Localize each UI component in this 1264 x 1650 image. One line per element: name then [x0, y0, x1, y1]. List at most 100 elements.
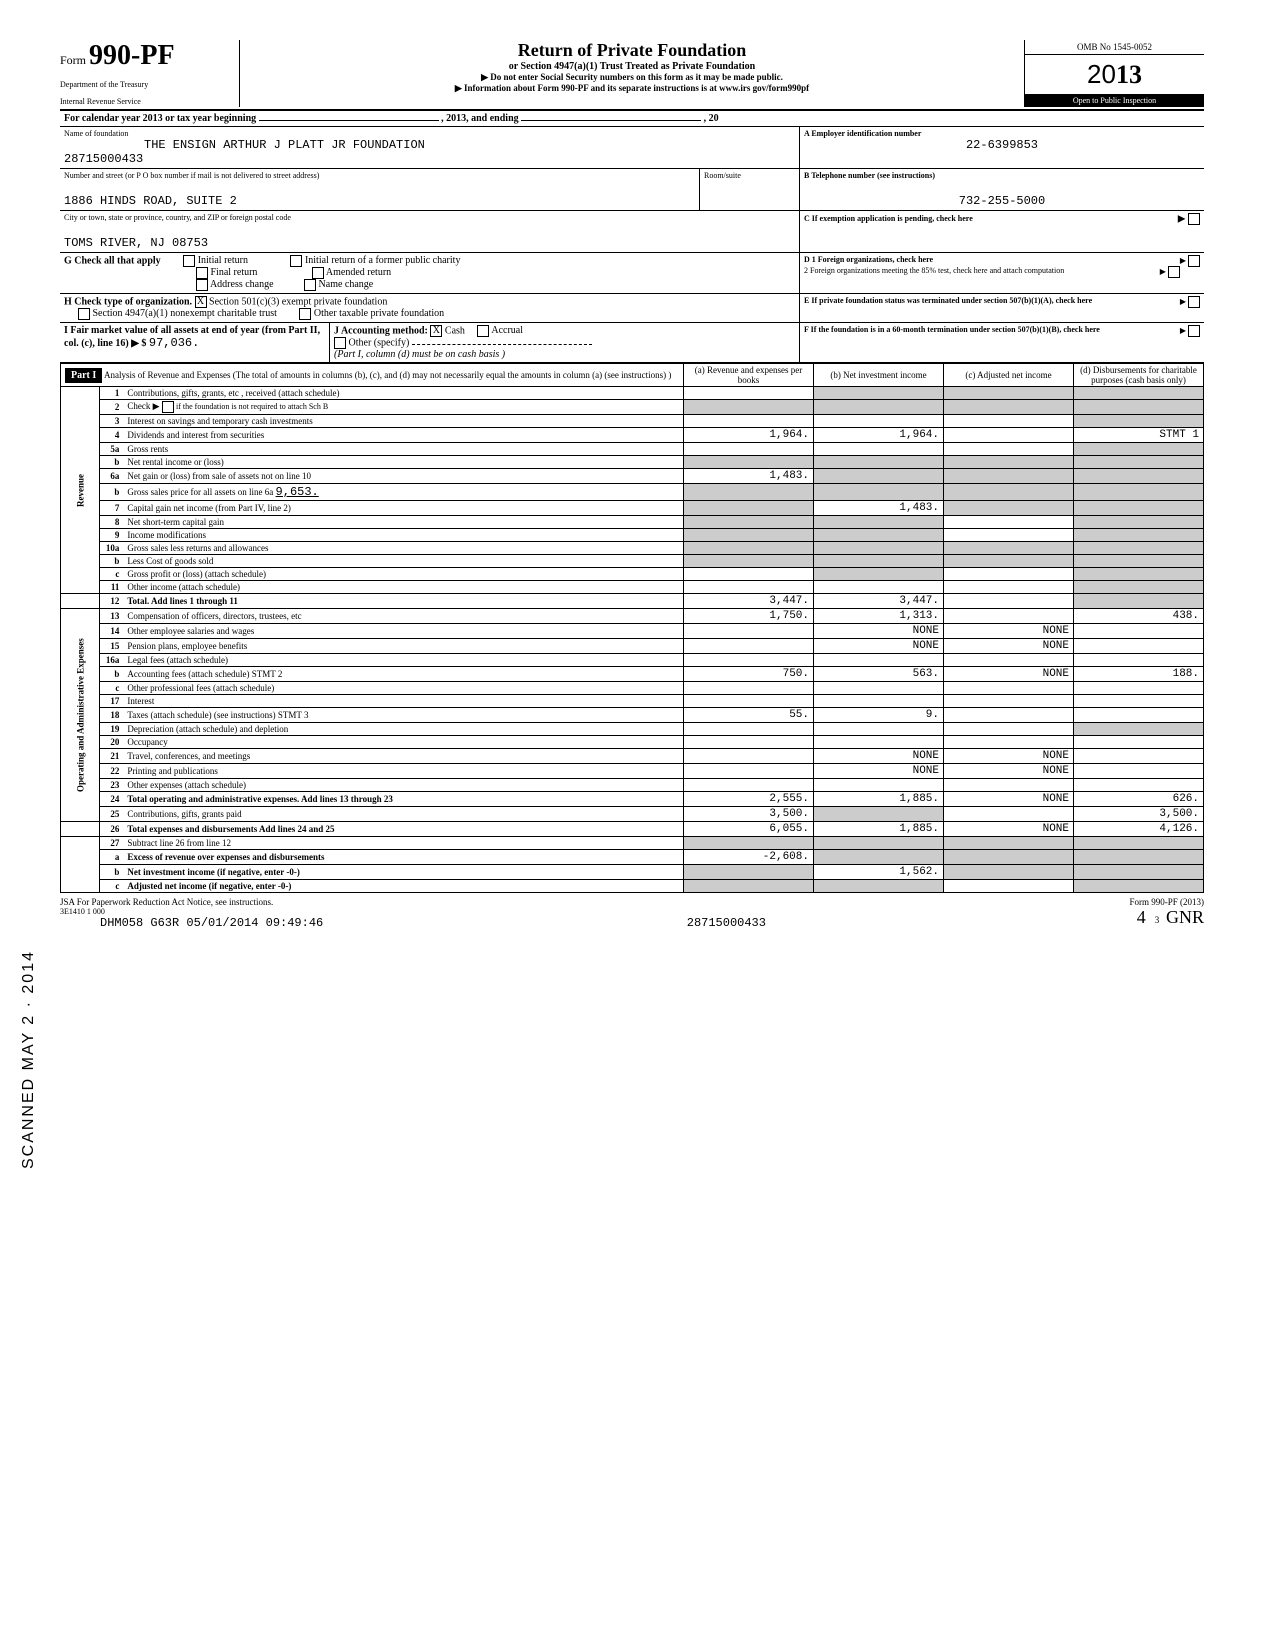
form-header: Form 990-PF Department of the Treasury I… — [60, 40, 1204, 111]
l15c: NONE — [944, 639, 1074, 654]
line-16c: Other professional fees (attach schedule… — [123, 682, 683, 695]
h2-checkbox[interactable] — [78, 308, 90, 320]
line-27b: Net investment income (if negative, ente… — [123, 865, 683, 880]
g-former-checkbox[interactable] — [290, 255, 302, 267]
line-16b: Accounting fees (attach schedule) STMT 2 — [123, 667, 683, 682]
h-row: H Check type of organization. X Section … — [60, 294, 1204, 323]
name-label: Name of foundation — [64, 129, 795, 138]
e-label: E If private foundation status was termi… — [804, 296, 1092, 305]
addr-label: Number and street (or P O box number if … — [64, 171, 695, 180]
j-other: Other (specify) — [349, 337, 410, 348]
j-other-checkbox[interactable] — [334, 337, 346, 349]
l26a: 6,055. — [684, 822, 814, 837]
c-checkbox[interactable] — [1188, 213, 1200, 225]
g-final: Final return — [211, 267, 258, 278]
h1-label: Section 501(c)(3) exempt private foundat… — [209, 296, 387, 307]
col-a-header: (a) Revenue and expenses per books — [684, 364, 814, 387]
i-row: I Fair market value of all assets at end… — [60, 323, 1204, 363]
line-1: Contributions, gifts, grants, etc , rece… — [123, 387, 683, 400]
line-10b: Less Cost of goods sold — [123, 555, 683, 568]
g-initial-checkbox[interactable] — [183, 255, 195, 267]
footer-page: 3 — [1155, 915, 1160, 925]
l16bb: 563. — [814, 667, 944, 682]
l16ba: 750. — [684, 667, 814, 682]
part1-title: Analysis of Revenue and Expenses (The to… — [104, 370, 671, 380]
l18a: 55. — [684, 708, 814, 723]
form-year-block: OMB No 1545-0052 2013 Open to Public Ins… — [1024, 40, 1204, 107]
form-note-2: ▶ Information about Form 990-PF and its … — [250, 83, 1014, 94]
g-name-checkbox[interactable] — [304, 279, 316, 291]
col-d-header: (d) Disbursements for charitable purpose… — [1074, 364, 1204, 387]
line-2b: if the foundation is not required to att… — [176, 402, 328, 411]
g-row: G Check all that apply Initial return In… — [60, 253, 1204, 294]
line-2-checkbox[interactable] — [162, 401, 174, 413]
d2-checkbox[interactable] — [1168, 266, 1180, 278]
line-19: Depreciation (attach schedule) and deple… — [123, 723, 683, 736]
line-25: Contributions, gifts, grants paid — [123, 807, 683, 822]
l24b: 1,885. — [814, 792, 944, 807]
inspection-notice: Open to Public Inspection — [1025, 94, 1204, 107]
f-label: F If the foundation is in a 60-month ter… — [804, 325, 1100, 334]
calendar-end: , 20 — [704, 113, 719, 124]
form-label: Form — [60, 53, 86, 67]
line-24: Total operating and administrative expen… — [123, 792, 683, 807]
city-label: City or town, state or province, country… — [64, 213, 795, 222]
d1-checkbox[interactable] — [1188, 255, 1200, 267]
line-18: Taxes (attach schedule) (see instruction… — [123, 708, 683, 723]
line-7: Capital gain net income (from Part IV, l… — [123, 501, 683, 516]
col-b-header: (b) Net investment income — [814, 364, 944, 387]
d1-label: D 1 Foreign organizations, check here — [804, 255, 933, 264]
l18b: 9. — [814, 708, 944, 723]
calendar-mid: , 2013, and ending — [441, 113, 519, 124]
footer-code: 3E1410 1 000 — [60, 907, 323, 916]
g-address-checkbox[interactable] — [196, 279, 208, 291]
g-final-checkbox[interactable] — [196, 267, 208, 279]
address: 1886 HINDS ROAD, SUITE 2 — [64, 194, 695, 208]
name-ein-row: Name of foundation THE ENSIGN ARTHUR J P… — [60, 127, 1204, 169]
ein-label: A Employer identification number — [804, 129, 1200, 138]
footer-sig: GNR — [1166, 907, 1204, 927]
form-id-block: Form 990-PF Department of the Treasury I… — [60, 40, 240, 107]
room-label: Room/suite — [704, 171, 795, 180]
l4b: 1,964. — [814, 428, 944, 443]
h1-checkbox[interactable]: X — [195, 296, 207, 308]
l13b: 1,313. — [814, 609, 944, 624]
line-13: Compensation of officers, directors, tru… — [123, 609, 683, 624]
f-checkbox[interactable] — [1188, 325, 1200, 337]
col-c-header: (c) Adjusted net income — [944, 364, 1074, 387]
h3-checkbox[interactable] — [299, 308, 311, 320]
footer-id: 28715000433 — [687, 916, 766, 930]
l13a: 1,750. — [684, 609, 814, 624]
part1-header: Part I — [65, 368, 102, 383]
line-5b: Net rental income or (loss) — [123, 456, 683, 469]
g-amended-checkbox[interactable] — [312, 267, 324, 279]
foundation-name: THE ENSIGN ARTHUR J PLATT JR FOUNDATION — [64, 138, 795, 152]
line-6b: Gross sales price for all assets on line… — [127, 487, 273, 497]
l22b: NONE — [814, 764, 944, 779]
line-27: Subtract line 26 from line 12 — [123, 837, 683, 850]
year-prefix: 20 — [1087, 59, 1116, 89]
l4d: STMT 1 — [1074, 428, 1204, 443]
l26d: 4,126. — [1074, 822, 1204, 837]
g-label: G Check all that apply — [64, 255, 161, 266]
l27bb: 1,562. — [814, 865, 944, 880]
year: 13 — [1116, 60, 1142, 89]
line-23: Other expenses (attach schedule) — [123, 779, 683, 792]
d2-label: 2 Foreign organizations meeting the 85% … — [804, 266, 1064, 275]
form-title: Return of Private Foundation — [250, 40, 1014, 61]
l22c: NONE — [944, 764, 1074, 779]
line-10c: Gross profit or (loss) (attach schedule) — [123, 568, 683, 581]
j-accrual-checkbox[interactable] — [477, 325, 489, 337]
line-21: Travel, conferences, and meetings — [123, 749, 683, 764]
footer: JSA For Paperwork Reduction Act Notice, … — [60, 897, 1204, 930]
j-cash-checkbox[interactable]: X — [430, 325, 442, 337]
line-14: Other employee salaries and wages — [123, 624, 683, 639]
g-amended: Amended return — [326, 267, 391, 278]
line-5a: Gross rents — [123, 443, 683, 456]
l24a: 2,555. — [684, 792, 814, 807]
e-checkbox[interactable] — [1188, 296, 1200, 308]
l26b: 1,885. — [814, 822, 944, 837]
l24d: 626. — [1074, 792, 1204, 807]
ein-value: 22-6399853 — [804, 138, 1200, 152]
l13d: 438. — [1074, 609, 1204, 624]
